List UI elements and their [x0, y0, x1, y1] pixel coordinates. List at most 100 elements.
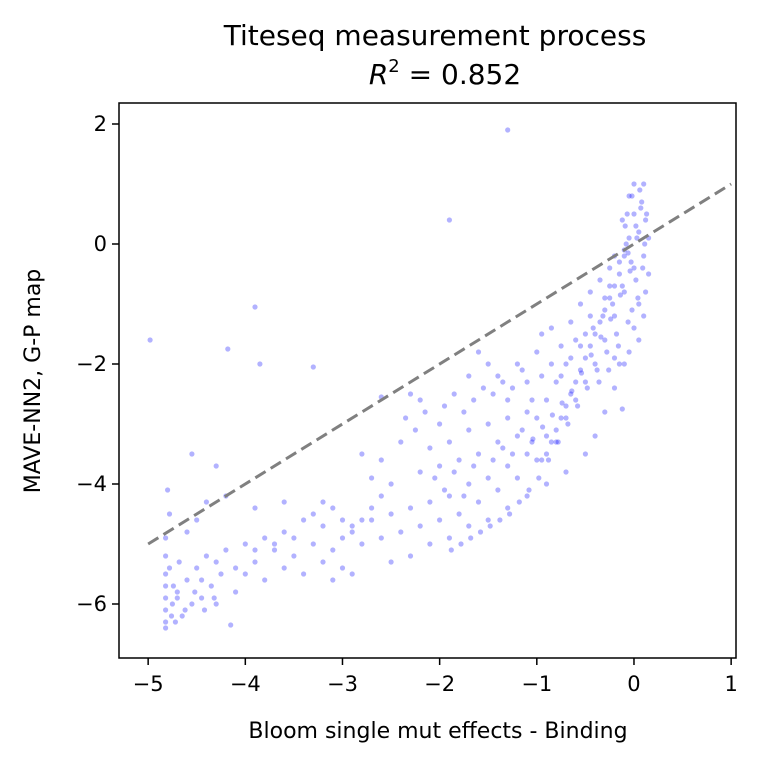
data-point [543, 451, 550, 457]
data-point [644, 211, 650, 217]
data-point [485, 475, 491, 481]
data-point [587, 343, 593, 349]
data-point [536, 475, 542, 481]
data-point [163, 535, 169, 541]
data-point [218, 571, 224, 577]
data-point [271, 547, 278, 553]
data-point [490, 391, 496, 397]
data-point [507, 511, 513, 517]
data-point [619, 283, 625, 289]
data-point [636, 229, 642, 235]
data-point [621, 289, 627, 295]
data-point [213, 601, 219, 607]
data-point [189, 601, 195, 607]
data-point [359, 541, 365, 547]
data-point [475, 349, 482, 355]
data-point [466, 523, 472, 529]
data-point [553, 439, 559, 445]
data-point [359, 451, 365, 457]
data-point [349, 523, 355, 529]
data-point [514, 433, 521, 439]
data-point [461, 493, 467, 499]
data-point [519, 427, 525, 433]
data-point [497, 517, 503, 523]
data-point [407, 391, 414, 397]
data-point [543, 397, 550, 403]
data-point [548, 325, 555, 331]
data-point [369, 505, 375, 511]
data-point [530, 436, 536, 442]
data-point [388, 559, 394, 565]
data-point [281, 529, 287, 535]
data-point [495, 487, 501, 493]
data-point [640, 265, 646, 271]
data-point [301, 571, 307, 577]
data-point [631, 211, 637, 217]
data-point [628, 259, 634, 265]
data-point [417, 469, 423, 475]
data-point [163, 619, 169, 625]
data-point [597, 277, 603, 283]
data-point [607, 265, 613, 271]
data-point [199, 595, 205, 601]
data-point [147, 337, 153, 343]
data-point [168, 613, 175, 619]
data-point [621, 361, 627, 367]
data-point [540, 424, 546, 430]
data-point [485, 421, 491, 427]
data-point [417, 523, 423, 529]
data-point [606, 367, 612, 373]
data-point [330, 505, 336, 511]
data-point [577, 343, 584, 349]
y-tick-label: −4 [76, 472, 107, 496]
data-point [610, 301, 616, 307]
data-point [505, 415, 511, 421]
data-point [558, 373, 564, 379]
data-point [584, 385, 590, 391]
data-point [549, 412, 556, 418]
data-point [203, 553, 209, 559]
data-point [577, 367, 584, 373]
data-point [192, 589, 198, 595]
data-point [505, 505, 511, 511]
data-point [166, 511, 173, 517]
data-point [281, 499, 287, 505]
data-point [602, 307, 608, 313]
data-point [359, 517, 365, 523]
data-point [636, 337, 642, 343]
data-point [622, 223, 628, 229]
data-point [598, 334, 604, 340]
data-point [548, 361, 555, 367]
data-point [577, 301, 584, 307]
data-point [475, 499, 482, 505]
data-point [631, 181, 637, 187]
data-point [602, 409, 608, 415]
data-point [233, 565, 239, 571]
data-point [641, 253, 647, 259]
data-point [573, 397, 579, 403]
data-point [182, 607, 188, 613]
data-point [565, 421, 571, 427]
data-point [615, 343, 622, 349]
data-point [242, 571, 248, 577]
data-point [643, 289, 649, 295]
data-point [184, 529, 190, 535]
data-point [172, 619, 178, 625]
data-point [505, 463, 511, 469]
data-point [448, 547, 454, 553]
data-point [519, 367, 525, 373]
data-point [643, 217, 649, 223]
data-point [262, 577, 268, 583]
data-point [211, 595, 217, 601]
data-point [427, 445, 433, 451]
data-point [600, 313, 606, 319]
data-point [163, 607, 169, 613]
data-point [619, 217, 625, 223]
data-point [471, 397, 477, 403]
data-point [573, 379, 579, 385]
data-point [534, 457, 540, 463]
data-point [635, 295, 641, 301]
data-point [165, 487, 171, 493]
data-point [627, 268, 633, 274]
data-point [514, 361, 521, 367]
